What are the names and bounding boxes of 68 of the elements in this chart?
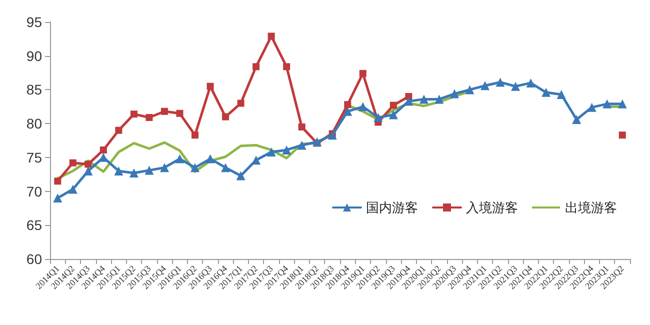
point — [496, 78, 505, 87]
y-tick-label: 70 — [26, 183, 42, 200]
point — [480, 81, 490, 90]
point — [206, 82, 214, 90]
legend-label: 出境游客 — [565, 200, 617, 215]
point — [359, 70, 366, 77]
point — [84, 160, 92, 168]
y-tick-label: 95 — [26, 14, 42, 30]
point — [344, 101, 352, 108]
point — [222, 113, 230, 120]
point — [282, 145, 292, 154]
point — [130, 110, 138, 118]
point — [206, 154, 215, 164]
legend-label: 国内游客 — [366, 200, 418, 215]
point — [511, 82, 520, 91]
point — [358, 102, 368, 112]
legend-label: 入境游客 — [466, 200, 518, 215]
point — [146, 114, 153, 121]
point — [572, 115, 582, 124]
point — [69, 159, 76, 166]
point — [100, 146, 107, 154]
point — [221, 163, 230, 172]
point — [587, 102, 596, 112]
point — [618, 99, 627, 108]
point — [53, 194, 62, 203]
point — [526, 78, 536, 88]
point — [618, 132, 626, 139]
point — [404, 96, 414, 106]
point — [266, 148, 276, 157]
point — [252, 63, 260, 70]
point — [192, 132, 198, 139]
y-tick-label: 80 — [26, 116, 42, 132]
y-tick-label: 60 — [26, 251, 42, 267]
point — [115, 126, 122, 134]
y-tick-label: 85 — [26, 82, 42, 98]
point — [236, 171, 246, 180]
y-tick-label: 75 — [26, 149, 42, 166]
point — [419, 94, 428, 104]
point — [160, 108, 168, 115]
point — [374, 112, 383, 122]
point — [283, 63, 290, 70]
point — [237, 100, 244, 107]
point — [390, 102, 397, 109]
point — [268, 32, 275, 40]
point — [343, 106, 352, 116]
point — [465, 85, 474, 94]
point — [160, 163, 169, 172]
point — [176, 110, 184, 117]
point — [68, 184, 78, 194]
point — [312, 137, 322, 146]
point — [388, 110, 398, 120]
point — [129, 168, 138, 178]
point — [144, 166, 154, 175]
point — [84, 166, 93, 176]
point — [190, 163, 200, 172]
point — [297, 140, 306, 150]
point — [542, 88, 551, 97]
point — [54, 178, 62, 185]
point — [114, 166, 124, 176]
point — [602, 99, 612, 108]
point — [434, 94, 444, 104]
point — [328, 130, 337, 140]
point — [298, 123, 306, 130]
point — [556, 90, 566, 99]
point — [175, 154, 184, 164]
point — [450, 89, 459, 98]
y-tick-label: 65 — [26, 217, 42, 234]
y-tick-label: 90 — [26, 48, 42, 64]
